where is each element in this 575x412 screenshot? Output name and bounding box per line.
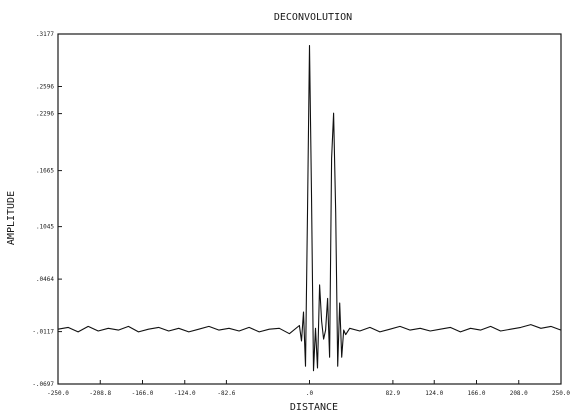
x-tick-label: 82.9	[386, 390, 401, 397]
x-tick-label: .0	[306, 390, 314, 397]
signal-trace	[57, 44, 562, 372]
chart-title: DECONVOLUTION	[274, 12, 352, 23]
y-tick-label: .2296	[36, 111, 54, 118]
x-tick-label: -250.0	[47, 390, 69, 397]
y-tick-label: -.0697	[32, 381, 54, 388]
y-tick-label: .1045	[36, 224, 54, 231]
x-tick-label: -166.0	[132, 390, 154, 397]
y-tick-label: .1665	[36, 168, 54, 175]
x-tick-label: 166.0	[467, 390, 485, 397]
x-tick-label: -82.6	[217, 390, 235, 397]
y-tick-label: .0464	[36, 276, 54, 283]
x-axis-label: DISTANCE	[290, 402, 338, 412]
y-tick-label: .2596	[36, 83, 54, 90]
x-axis-ticks: -250.0 -208.8 -166.0 -124.0 -82.6 .0 82.9 124.0…	[47, 380, 570, 397]
y-axis-ticks: -.0697 -.0117 .0464 .1045 .1665 .2296 .2596 .31…	[32, 31, 62, 388]
x-tick-label: -208.8	[89, 390, 111, 397]
x-tick-label: 250.0	[552, 390, 570, 397]
y-tick-label: .3177	[36, 31, 54, 38]
x-tick-label: -124.0	[174, 390, 196, 397]
x-tick-label: 124.0	[425, 390, 443, 397]
x-tick-label: 208.0	[510, 390, 528, 397]
y-tick-label: -.0117	[32, 329, 54, 336]
y-axis-label: AMPLITUDE	[6, 191, 17, 245]
